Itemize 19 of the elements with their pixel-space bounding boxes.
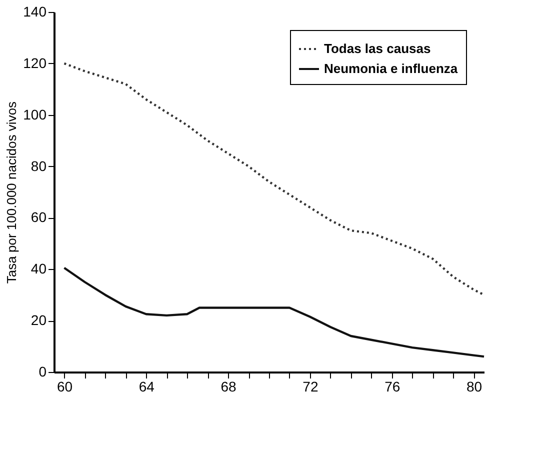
y-tick-label: 60: [30, 209, 47, 226]
legend-label: Todas las causas: [324, 41, 431, 56]
x-tick-label: 76: [384, 378, 400, 394]
y-tick-label: 140: [23, 4, 47, 20]
x-tick-label: 72: [302, 378, 318, 394]
x-tick-label: 80: [466, 378, 482, 394]
line-series: [63, 62, 486, 296]
y-tick-label: 100: [23, 106, 47, 122]
y-tick-label: 80: [30, 158, 47, 174]
line-series: [63, 266, 486, 358]
y-tick-label: 40: [30, 260, 47, 277]
y-tick-label: 120: [23, 54, 47, 71]
y-tick-label: 0: [38, 364, 47, 380]
x-tick-label: 64: [138, 378, 155, 394]
legend-label: Neumonia e influenza: [324, 61, 458, 76]
y-tick-label: 20: [30, 312, 47, 328]
y-axis-title: Tasa por 100.000 nacidos vivos: [4, 100, 20, 284]
x-tick-label: 60: [56, 378, 73, 394]
x-tick-label: 68: [220, 378, 237, 394]
